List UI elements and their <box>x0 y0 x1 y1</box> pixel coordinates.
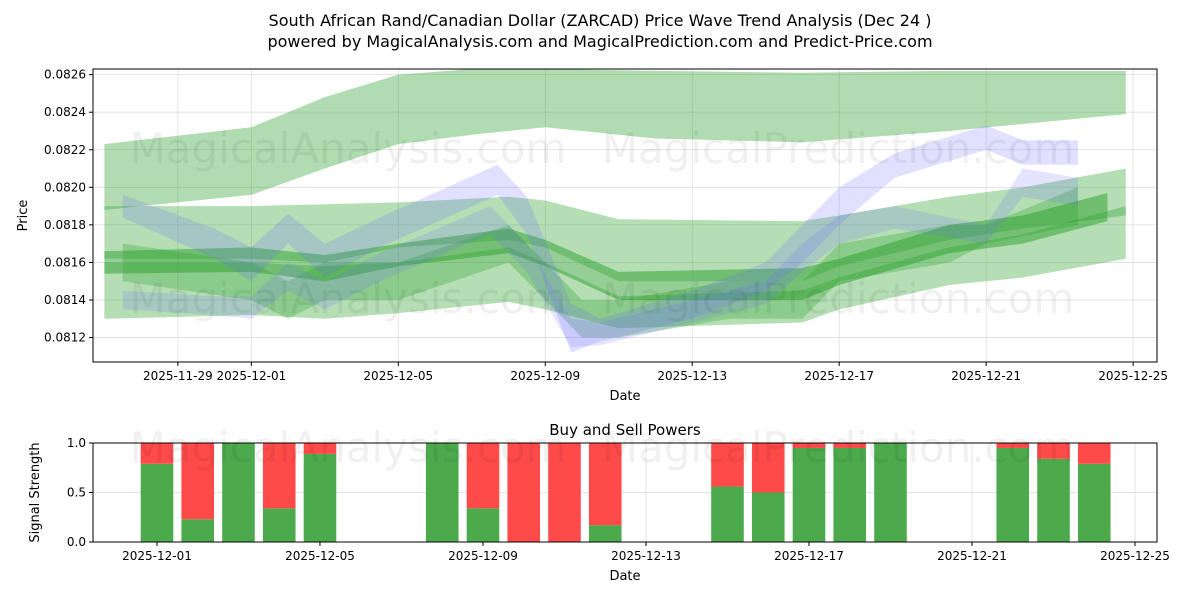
buy-bar <box>833 447 867 542</box>
plot-frame <box>92 442 1158 543</box>
x-tick-label: 2025-12-21 <box>937 549 1007 563</box>
x-tick-label: 2025-11-29 <box>143 369 213 383</box>
band-upper-wave <box>104 69 1126 210</box>
x-axis-label: Date <box>609 569 640 584</box>
sell-bar <box>833 443 867 448</box>
y-tick-label: 0.0814 <box>44 293 86 307</box>
bars <box>140 443 1111 542</box>
x-tick-label: 2025-12-09 <box>510 369 580 383</box>
sell-bar <box>588 443 622 526</box>
buy-bar <box>140 463 174 542</box>
y-tick-label: 0.0820 <box>44 180 86 194</box>
buy-bar <box>792 447 826 542</box>
watermark: MagicalPrediction.com <box>602 274 1075 323</box>
sell-bar <box>996 443 1030 448</box>
sell-bar <box>181 443 215 520</box>
buy-bar <box>996 447 1030 542</box>
watermark: MagicalAnalysis.com <box>130 274 567 323</box>
band-price-wave-1 <box>122 125 1079 353</box>
watermark: MagicalAnalysis.com <box>130 423 567 472</box>
y-tick-label: 0.0816 <box>44 255 86 269</box>
y-tick-label: 0.0812 <box>44 331 86 345</box>
buy-bar <box>181 519 215 542</box>
y-tick-label: 1.0 <box>67 436 86 450</box>
y-tick-label: 0.5 <box>67 486 86 500</box>
x-tick-label: 2025-12-17 <box>804 369 874 383</box>
sell-bar <box>140 443 174 464</box>
sell-bar <box>548 443 581 542</box>
sell-bar <box>1037 443 1070 459</box>
sell-bar <box>303 443 337 454</box>
buy-bar <box>874 443 907 542</box>
sell-bar <box>1077 443 1111 464</box>
x-axis-label: Date <box>609 389 640 404</box>
sell-bar <box>792 443 826 448</box>
buy-bar <box>711 486 744 542</box>
band-wave-2 <box>104 192 1108 301</box>
buy-bar <box>751 492 785 542</box>
watermark: MagicalPrediction.com <box>602 423 1075 472</box>
y-tick-label: 0.0826 <box>44 68 86 82</box>
y-axis-label: Price <box>16 200 31 232</box>
buy-bar <box>262 508 296 542</box>
buy-bar <box>425 443 459 542</box>
buy-bar <box>588 525 622 542</box>
watermark: MagicalPrediction.com <box>602 124 1075 173</box>
subplot-title: Buy and Sell Powers <box>549 421 701 439</box>
buy-bar <box>1077 463 1111 542</box>
x-tick-label: 2025-12-05 <box>363 369 433 383</box>
buy-bar <box>303 453 337 542</box>
y-tick-label: 0.0824 <box>44 105 86 119</box>
x-tick-label: 2025-12-01 <box>216 369 286 383</box>
chart-title: South African Rand/Canadian Dollar (ZARC… <box>269 11 932 30</box>
band-wave-4 <box>122 187 1079 338</box>
buy-bar <box>222 443 255 542</box>
plot-frame <box>92 68 1158 363</box>
x-tick-label: 2025-12-01 <box>122 549 192 563</box>
x-tick-label: 2025-12-09 <box>448 549 518 563</box>
sell-bar <box>507 443 541 542</box>
watermark: MagicalAnalysis.com <box>130 124 567 173</box>
x-tick-label: 2025-12-13 <box>611 549 681 563</box>
x-tick-label: 2025-12-25 <box>1098 369 1168 383</box>
x-tick-label: 2025-12-13 <box>657 369 727 383</box>
x-tick-label: 2025-12-05 <box>285 549 355 563</box>
band-wave-3 <box>104 206 1126 329</box>
y-tick-label: 0.0 <box>67 535 86 549</box>
y-axis-label: Signal Strength <box>28 442 43 542</box>
bands <box>104 69 1126 353</box>
y-tick-label: 0.0822 <box>44 143 86 157</box>
sell-bar <box>466 443 500 509</box>
sell-bar <box>262 443 296 509</box>
x-tick-label: 2025-12-17 <box>774 549 844 563</box>
sell-bar <box>751 443 785 493</box>
x-tick-label: 2025-12-21 <box>951 369 1021 383</box>
buy-bar <box>466 508 500 542</box>
chart-subtitle: powered by MagicalAnalysis.com and Magic… <box>267 32 932 51</box>
y-tick-label: 0.0818 <box>44 218 86 232</box>
buy-bar <box>1037 458 1070 542</box>
x-tick-label: 2025-12-25 <box>1100 549 1170 563</box>
sell-bar <box>711 443 744 487</box>
